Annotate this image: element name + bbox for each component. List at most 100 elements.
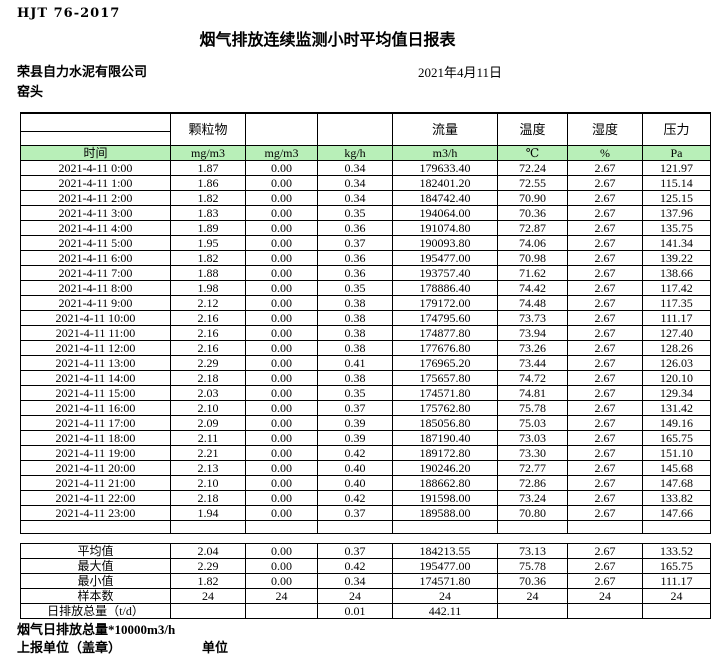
value-cell: 0.36 [317,265,393,281]
value-cell: 174877.80 [392,325,498,341]
value-cell: 178886.40 [392,280,498,296]
value-cell: 131.42 [642,400,711,416]
summary-value-cell: 0.01 [317,603,393,619]
value-cell: 0.40 [317,460,393,476]
value-cell: 0.00 [245,295,318,311]
summary-value-cell: 174571.80 [392,573,498,589]
value-cell: 2.10 [170,400,246,416]
summary-label: 样本数 [20,588,171,604]
time-cell: 2021-4-11 12:00 [20,340,171,356]
summary-value-cell: 442.11 [392,603,498,619]
hourly-row: 2021-4-11 14:00 2.18 0.00 0.38 175657.80 74.7… [20,370,711,386]
time-cell: 2021-4-11 15:00 [20,385,171,401]
hourly-row: 2021-4-11 19:00 2.21 0.00 0.42 189172.80 73.3… [20,445,711,461]
value-cell: 2.67 [567,310,643,326]
summary-value-cell: 0.00 [245,558,318,574]
hourly-row: 2021-4-11 1:00 1.86 0.00 0.34 182401.20 72.55… [20,175,711,191]
value-cell: 0.39 [317,415,393,431]
value-cell: 0.00 [245,355,318,371]
value-cell: 133.82 [642,490,711,506]
value-cell: 2.67 [567,505,643,521]
value-cell: 74.72 [497,370,568,386]
hourly-row: 2021-4-11 12:00 2.16 0.00 0.38 177676.80 73.2… [20,340,711,356]
value-cell: 0.39 [317,430,393,446]
summary-label: 平均值 [20,543,171,559]
summary-table: 平均值 2.04 0.00 0.37 184213.55 73.13 2.67 133.52 最… [20,543,711,619]
value-cell: 190093.80 [392,235,498,251]
value-cell: 176965.20 [392,355,498,371]
value-cell: 115.14 [642,175,711,191]
summary-value-cell: 24 [245,588,318,604]
time-cell: 2021-4-11 19:00 [20,445,171,461]
value-cell: 70.90 [497,190,568,206]
value-cell: 2.67 [567,460,643,476]
value-cell: 73.73 [497,310,568,326]
value-cell: 70.98 [497,250,568,266]
value-cell: 0.00 [245,445,318,461]
hourly-row: 2021-4-11 17:00 2.09 0.00 0.39 185056.80 75.0… [20,415,711,431]
value-cell: 190246.20 [392,460,498,476]
hourly-row: 2021-4-11 23:00 1.94 0.00 0.37 189588.00 70.8… [20,505,711,521]
table-header: 颗粒物 流量 温度 湿度 压力 时间 mg/m3 mg/m3 kg/h m3/h… [20,112,711,161]
value-cell: 125.15 [642,190,711,206]
value-cell: 1.83 [170,205,246,221]
value-cell: 71.62 [497,265,568,281]
summary-value-cell: 73.13 [497,543,568,559]
summary-value-cell: 24 [170,588,246,604]
value-cell: 174795.60 [392,310,498,326]
summary-value-cell: 2.29 [170,558,246,574]
station-name: 窑头 [17,84,44,99]
value-cell: 1.94 [170,505,246,521]
col-header-pressure: 压力 [642,112,711,146]
value-cell: 2.29 [170,355,246,371]
value-cell: 1.82 [170,250,246,266]
value-cell: 74.48 [497,295,568,311]
value-cell: 0.00 [245,475,318,491]
col-header-blank-1 [245,112,318,146]
value-cell: 2.67 [567,475,643,491]
hourly-row: 2021-4-11 11:00 2.16 0.00 0.38 174877.80 73.9… [20,325,711,341]
unit-label: 单位 [202,640,229,655]
summary-value-cell: 0.37 [317,543,393,559]
value-cell: 70.36 [497,205,568,221]
summary-value-cell: 184213.55 [392,543,498,559]
value-cell: 0.00 [245,505,318,521]
time-header-split-top [20,112,171,132]
time-cell: 2021-4-11 17:00 [20,415,171,431]
value-cell: 182401.20 [392,175,498,191]
value-cell: 74.06 [497,235,568,251]
summary-value-cell: 2.04 [170,543,246,559]
hourly-row: 2021-4-11 18:00 2.11 0.00 0.39 187190.40 73.0… [20,430,711,446]
value-cell: 151.10 [642,445,711,461]
time-cell: 2021-4-11 1:00 [20,175,171,191]
value-cell: 2.67 [567,340,643,356]
value-cell: 1.98 [170,280,246,296]
value-cell: 74.81 [497,385,568,401]
value-cell: 0.00 [245,490,318,506]
summary-row: 最大值 2.29 0.00 0.42 195477.00 75.78 2.67 165.75 [20,558,711,574]
value-cell: 193757.40 [392,265,498,281]
value-cell: 2.03 [170,385,246,401]
value-cell: 0.00 [245,400,318,416]
value-cell: 0.00 [245,385,318,401]
value-cell: 127.40 [642,325,711,341]
col-header-particulate: 颗粒物 [170,112,246,146]
value-cell: 2.16 [170,325,246,341]
time-header-split-bottom [20,131,171,146]
hourly-row: 2021-4-11 5:00 1.95 0.00 0.37 190093.80 74.06… [20,235,711,251]
value-cell: 139.22 [642,250,711,266]
summary-value-cell: 165.75 [642,558,711,574]
reporting-unit-label: 上报单位（盖章） [17,640,122,655]
value-cell: 0.00 [245,460,318,476]
value-cell: 2.67 [567,430,643,446]
value-cell: 179172.00 [392,295,498,311]
value-cell: 73.30 [497,445,568,461]
hourly-row: 2021-4-11 22:00 2.18 0.00 0.42 191598.00 73.2… [20,490,711,506]
value-cell: 0.34 [317,175,393,191]
value-cell: 0.00 [245,280,318,296]
value-cell: 2.67 [567,490,643,506]
summary-value-cell: 0.00 [245,543,318,559]
value-cell: 2.67 [567,220,643,236]
summary-value-cell: 75.78 [497,558,568,574]
value-cell: 194064.00 [392,205,498,221]
